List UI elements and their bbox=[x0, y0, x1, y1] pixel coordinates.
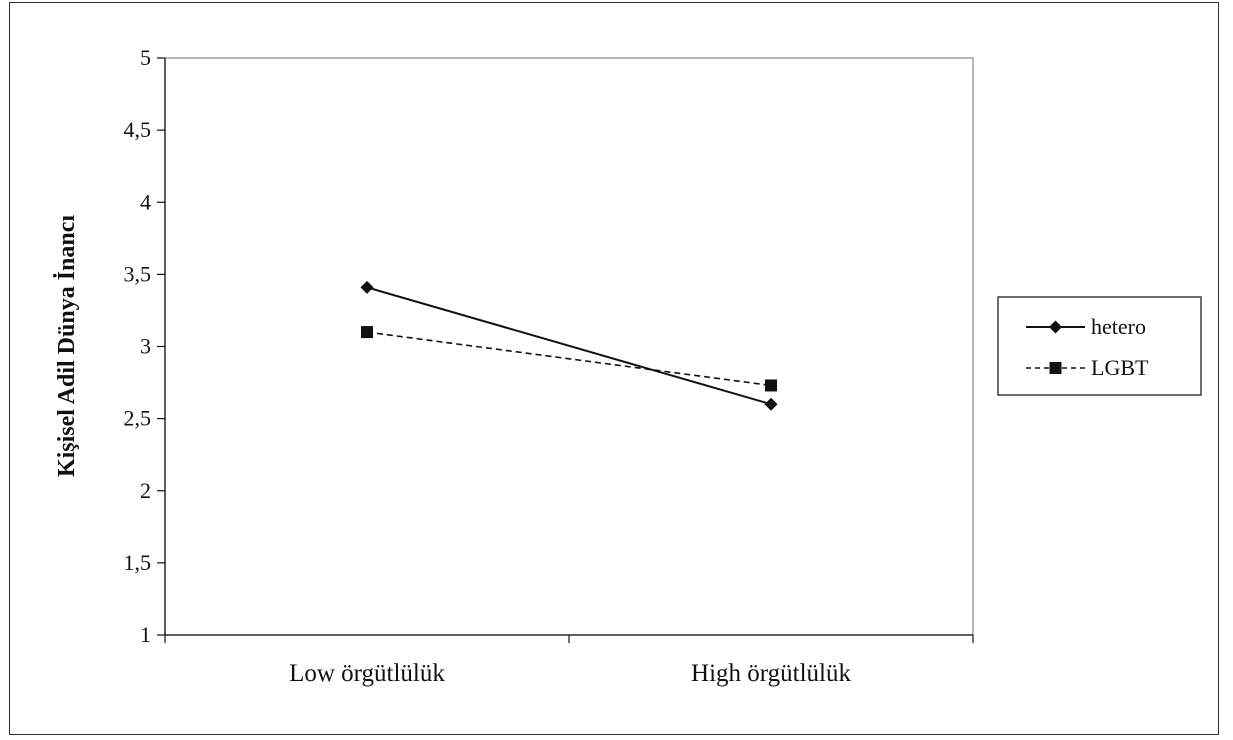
y-tick-label: 2 bbox=[140, 478, 151, 503]
y-axis-title: Kişisel Adil Dünya İnancı bbox=[54, 215, 80, 477]
legend-box bbox=[997, 296, 1202, 396]
y-axis: 1 1,5 2 2,5 3 3,5 4 4,5 5 bbox=[124, 45, 166, 647]
series-line-lgbt bbox=[366, 331, 772, 387]
y-tick-label: 1,5 bbox=[124, 550, 152, 575]
x-axis: Low örgütlülük High örgütlülük bbox=[164, 634, 974, 687]
x-tick-label: Low örgütlülük bbox=[289, 660, 445, 687]
series-line-hetero bbox=[366, 286, 772, 406]
y-tick-label: 3,5 bbox=[124, 261, 152, 286]
legend-marker bbox=[1049, 320, 1062, 334]
y-tick-label: 4,5 bbox=[124, 117, 152, 142]
data-point-hetero bbox=[360, 280, 374, 294]
series-hetero bbox=[360, 280, 778, 411]
legend-label: hetero bbox=[1091, 314, 1146, 339]
legend: hetero LGBT bbox=[997, 296, 1202, 396]
data-point-lgbt bbox=[361, 326, 373, 339]
y-tick-label: 4 bbox=[140, 189, 151, 214]
legend-label: LGBT bbox=[1091, 355, 1149, 380]
y-tick-label: 5 bbox=[140, 45, 151, 70]
series-layer bbox=[360, 280, 778, 411]
y-tick-label: 2,5 bbox=[124, 406, 152, 431]
data-point-hetero bbox=[764, 397, 778, 411]
legend-item-hetero: hetero bbox=[1026, 314, 1146, 339]
y-tick-label: 3 bbox=[140, 334, 151, 359]
y-tick-label: 1 bbox=[140, 622, 151, 647]
data-point-lgbt bbox=[765, 379, 777, 392]
legend-item-lgbt: LGBT bbox=[1026, 355, 1149, 380]
legend-marker bbox=[1049, 362, 1062, 374]
x-tick-label: High örgütlülük bbox=[691, 660, 851, 687]
series-lgbt bbox=[361, 326, 777, 392]
